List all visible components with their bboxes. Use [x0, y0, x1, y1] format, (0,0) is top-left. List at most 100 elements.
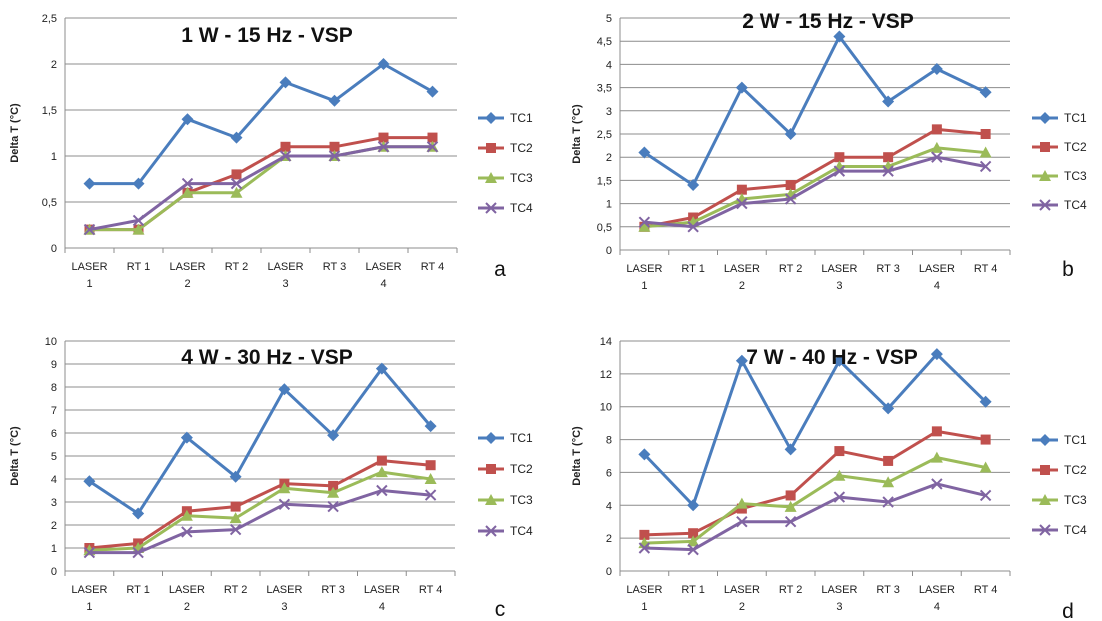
data-point-tc1: [132, 507, 145, 520]
legend-marker: [485, 494, 497, 505]
x-tick-label: RT 3: [321, 584, 344, 596]
data-point-tc4: [687, 221, 699, 233]
y-tick-label: 1: [51, 543, 57, 555]
x-tick-label: LASER 1: [626, 584, 662, 613]
data-point-tc4: [181, 526, 193, 538]
legend-item-tc1: TC1: [1032, 433, 1087, 447]
data-point-tc3: [735, 497, 748, 509]
data-point-tc1: [327, 429, 340, 442]
series-line-tc4: [644, 482, 986, 552]
data-point-tc1: [426, 85, 439, 98]
x-tick-label: LASER 4: [919, 263, 955, 292]
data-point-tc2: [931, 426, 942, 437]
legend-item-tc4: TC4: [1032, 198, 1087, 212]
data-point-tc4: [424, 489, 437, 501]
series-line-tc3: [644, 146, 986, 229]
data-point-tc1: [132, 177, 145, 190]
legend-item-tc1: TC1: [478, 111, 533, 125]
x-tick-label: LASER 1: [71, 261, 107, 290]
data-point-tc4: [377, 141, 390, 153]
legend: TC1 TC2 TC3 TC4: [1032, 433, 1087, 537]
legend-label: TC3: [1064, 493, 1087, 507]
data-point-tc2: [736, 184, 747, 195]
data-point-tc3: [229, 512, 242, 524]
x-tick-label: RT 3: [323, 261, 346, 273]
data-point-tc3: [230, 186, 243, 198]
series-line-tc2: [89, 459, 431, 550]
chart-panel-a: 0 0,5 1 1,5 2 2,5 LASER 1 RT 1 LASER 2 RT 2 LASER 3 RT…: [9, 13, 533, 290]
x-tick-label: RT 2: [779, 584, 802, 596]
y-tick-label: 3,5: [597, 83, 612, 95]
x-tick-label: RT 2: [779, 263, 802, 275]
y-tick-label: 12: [600, 369, 612, 381]
data-point-tc2: [785, 490, 796, 501]
legend-label: TC4: [1064, 198, 1087, 212]
y-tick-label: 6: [606, 467, 612, 479]
legend-item-tc2: TC2: [1032, 140, 1087, 154]
data-point-tc4: [376, 484, 388, 497]
legend-marker: [1040, 465, 1050, 475]
data-point-tc3: [833, 469, 846, 481]
chart-title: 7 W - 40 Hz - VSP: [746, 346, 918, 369]
data-point-tc2: [378, 132, 389, 143]
x-tick-label: LASER 4: [365, 261, 401, 290]
data-point-tc3: [278, 482, 291, 494]
y-tick-label: 0: [51, 566, 57, 578]
x-tick-label: LASER 2: [169, 261, 205, 290]
legend-item-tc4: TC4: [478, 524, 533, 538]
x-tick-label: RT 2: [225, 261, 248, 273]
x-tick-label: LASER 3: [821, 263, 857, 292]
data-point-tc2: [280, 141, 291, 152]
legend-item-tc1: TC1: [1032, 111, 1087, 125]
legend-marker: [485, 172, 497, 183]
series-line-tc2: [644, 127, 986, 229]
legend-marker: [485, 112, 497, 124]
data-point-tc1: [687, 179, 700, 192]
data-point-tc3: [375, 466, 388, 478]
legend-marker: [486, 143, 496, 153]
legend-item-tc1: TC1: [478, 431, 533, 445]
data-point-tc3: [132, 223, 145, 235]
x-tick-label: RT 4: [974, 584, 997, 596]
data-point-tc1: [735, 354, 748, 367]
x-tick-label: LASER 4: [364, 584, 400, 613]
y-tick-label: 5: [51, 451, 57, 463]
data-point-tc2: [883, 152, 894, 163]
series-line-tc1: [89, 62, 434, 186]
chart-title: 4 W - 30 Hz - VSP: [181, 346, 353, 369]
data-point-tc3: [181, 186, 194, 198]
data-point-tc2: [376, 455, 387, 466]
panel-label: d: [1062, 600, 1074, 621]
data-point-tc4: [736, 516, 748, 528]
legend-label: TC1: [1064, 433, 1087, 447]
data-point-tc3: [979, 461, 992, 473]
legend-item-tc2: TC2: [478, 462, 533, 476]
x-tick-label: RT 4: [421, 261, 444, 273]
data-point-tc1: [784, 443, 797, 456]
y-tick-label: 3: [606, 106, 612, 118]
series-line-tc1: [643, 352, 987, 507]
legend-item-tc3: TC3: [478, 493, 533, 507]
data-point-tc4: [979, 489, 992, 502]
legend-label: TC1: [510, 111, 533, 125]
data-point-tc3: [930, 451, 943, 463]
data-point-tc1: [83, 475, 96, 488]
y-tick-label: 3: [51, 497, 57, 509]
data-point-tc4: [132, 546, 144, 559]
y-tick-label: 4: [606, 500, 612, 512]
data-point-tc4: [327, 500, 339, 513]
series-line-tc4: [89, 489, 431, 555]
x-tick-label: LASER 1: [626, 263, 662, 292]
x-tick-label: LASER 1: [71, 584, 107, 613]
data-point-tc4: [83, 223, 96, 236]
data-point-tc4: [687, 543, 699, 556]
data-point-tc1: [833, 354, 846, 367]
data-point-tc4: [638, 216, 651, 228]
legend-item-tc3: TC3: [1032, 169, 1087, 183]
x-tick-label: LASER 2: [724, 263, 760, 292]
data-point-tc4: [784, 193, 797, 205]
data-point-tc1: [784, 128, 797, 140]
data-point-tc4: [83, 546, 96, 559]
y-tick-label: 10: [600, 402, 612, 414]
legend-item-tc2: TC2: [478, 141, 533, 155]
